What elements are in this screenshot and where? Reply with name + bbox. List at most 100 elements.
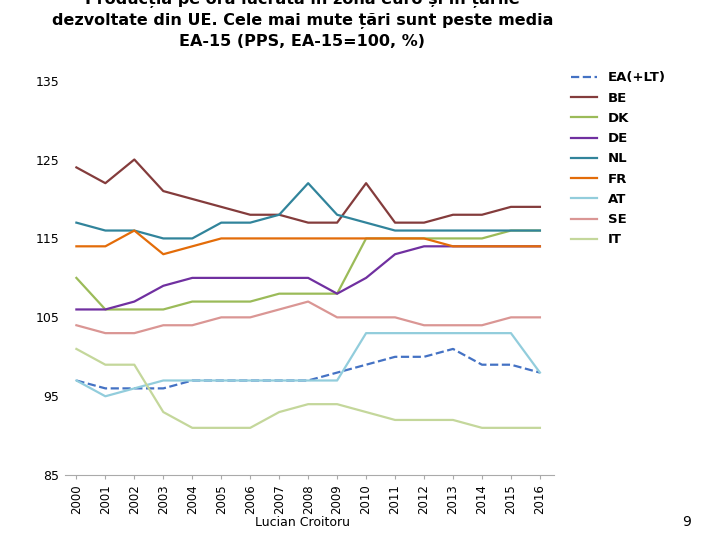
SE xyxy=(304,298,312,305)
AT xyxy=(361,330,370,336)
SE xyxy=(188,322,197,328)
DE xyxy=(420,243,428,249)
BE xyxy=(72,164,81,171)
AT xyxy=(246,377,255,384)
DK xyxy=(246,298,255,305)
DE xyxy=(507,243,516,249)
DK xyxy=(477,235,486,242)
DK xyxy=(159,306,168,313)
NL xyxy=(333,212,341,218)
DE xyxy=(188,275,197,281)
DE xyxy=(72,306,81,313)
Line: NL: NL xyxy=(76,183,540,239)
FR xyxy=(188,243,197,249)
IT xyxy=(217,424,225,431)
IT xyxy=(449,417,457,423)
EA(+LT) xyxy=(246,377,255,384)
AT xyxy=(420,330,428,336)
DE xyxy=(246,275,255,281)
EA(+LT) xyxy=(130,385,139,392)
AT xyxy=(130,385,139,392)
AT xyxy=(217,377,225,384)
IT xyxy=(536,424,544,431)
FR xyxy=(159,251,168,258)
Line: FR: FR xyxy=(76,231,540,254)
EA(+LT) xyxy=(449,346,457,352)
DK xyxy=(188,298,197,305)
DK xyxy=(72,275,81,281)
NL xyxy=(130,227,139,234)
DK xyxy=(361,235,370,242)
BE xyxy=(217,204,225,210)
EA(+LT) xyxy=(361,361,370,368)
BE xyxy=(188,195,197,202)
FR xyxy=(101,243,109,249)
BE xyxy=(159,188,168,194)
DK xyxy=(101,306,109,313)
NL xyxy=(536,227,544,234)
NL xyxy=(507,227,516,234)
BE xyxy=(246,212,255,218)
EA(+LT) xyxy=(188,377,197,384)
EA(+LT) xyxy=(536,369,544,376)
DE xyxy=(217,275,225,281)
BE xyxy=(304,219,312,226)
NL xyxy=(159,235,168,242)
DE xyxy=(477,243,486,249)
FR xyxy=(361,235,370,242)
NL xyxy=(275,212,284,218)
SE xyxy=(159,322,168,328)
NL xyxy=(449,227,457,234)
DE xyxy=(159,282,168,289)
BE xyxy=(449,212,457,218)
SE xyxy=(130,330,139,336)
NL xyxy=(304,180,312,186)
DE xyxy=(130,298,139,305)
IT xyxy=(101,361,109,368)
DE xyxy=(361,275,370,281)
BE xyxy=(477,212,486,218)
IT xyxy=(72,346,81,352)
NL xyxy=(420,227,428,234)
FR xyxy=(420,235,428,242)
EA(+LT) xyxy=(507,361,516,368)
SE xyxy=(420,322,428,328)
FR xyxy=(72,243,81,249)
Line: IT: IT xyxy=(76,349,540,428)
EA(+LT) xyxy=(101,385,109,392)
DE xyxy=(391,251,400,258)
AT xyxy=(449,330,457,336)
BE xyxy=(420,219,428,226)
SE xyxy=(536,314,544,321)
DK xyxy=(391,235,400,242)
AT xyxy=(101,393,109,400)
AT xyxy=(275,377,284,384)
IT xyxy=(275,409,284,415)
Line: AT: AT xyxy=(76,333,540,396)
IT xyxy=(420,417,428,423)
SE xyxy=(72,322,81,328)
Line: DE: DE xyxy=(76,246,540,309)
AT xyxy=(536,369,544,376)
BE xyxy=(536,204,544,210)
DE xyxy=(101,306,109,313)
DK xyxy=(304,291,312,297)
SE xyxy=(101,330,109,336)
EA(+LT) xyxy=(72,377,81,384)
BE xyxy=(361,180,370,186)
DK xyxy=(536,227,544,234)
AT xyxy=(159,377,168,384)
NL xyxy=(101,227,109,234)
SE xyxy=(246,314,255,321)
DK xyxy=(130,306,139,313)
IT xyxy=(130,361,139,368)
Legend: EA(+LT), BE, DK, DE, NL, FR, AT, SE, IT: EA(+LT), BE, DK, DE, NL, FR, AT, SE, IT xyxy=(571,71,666,246)
FR xyxy=(536,243,544,249)
NL xyxy=(391,227,400,234)
DK xyxy=(507,227,516,234)
NL xyxy=(217,219,225,226)
DE xyxy=(449,243,457,249)
IT xyxy=(477,424,486,431)
NL xyxy=(72,219,81,226)
IT xyxy=(188,424,197,431)
